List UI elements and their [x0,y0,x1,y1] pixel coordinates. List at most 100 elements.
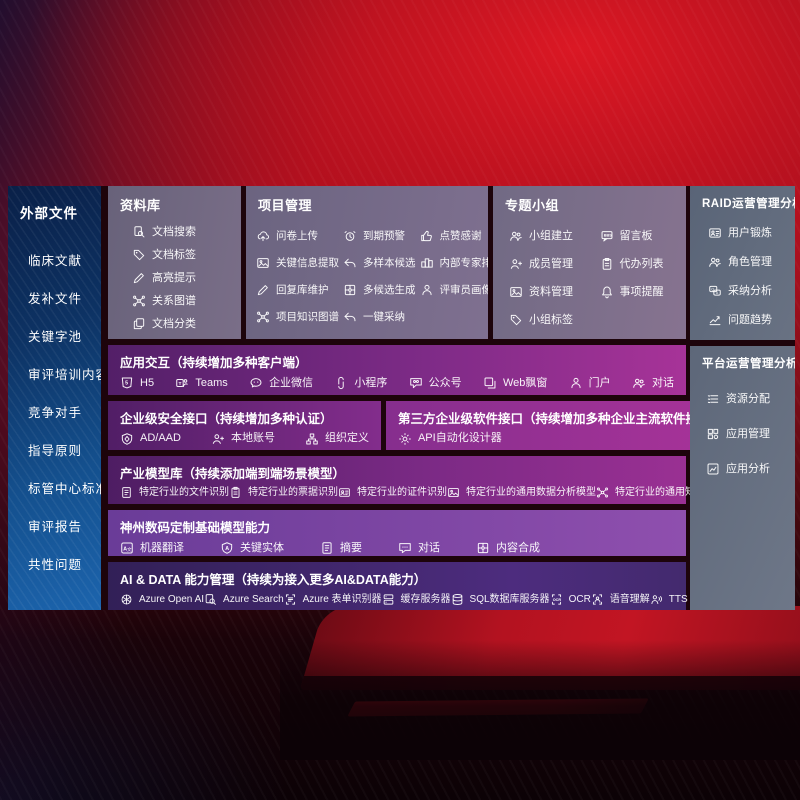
thumb-icon [420,229,434,243]
svg-text:BBS: BBS [603,234,611,238]
shield-a-icon: A [220,541,234,555]
person-icon [420,283,434,297]
item-label: 小组建立 [529,229,573,242]
item-label: 内部专家排名 [439,256,489,269]
raid-items: 用户锻炼 角色管理 Q A 采纳分析 问题趋势 [690,214,795,327]
right-column: RAID运营管理分析 用户锻炼 角色管理 Q A 采纳分析 问题趋势 平台运营管理分析 资… [690,186,795,610]
svg-text:OCR: OCR [552,598,561,602]
search-item: Azure Search [204,593,284,606]
external-files-sidebar: 外部文件 临床文献 发补文件 关键字池 审评培训内容 竞争对手 指导原则 标管中心标准 审评报… [8,186,101,610]
item-label: 项目知识图谱 [276,310,339,323]
item-label: Azure Open AI [139,593,205,605]
network-icon [596,486,609,499]
item-label: 问卷上传 [276,229,318,242]
alarm-item: 到期预警 [343,229,416,243]
svg-text:A: A [716,291,719,295]
item-label: 到期预警 [363,229,405,242]
idcard-icon [708,226,722,240]
group-items: 小组建立 BBS 留言板成员管理 代办列表资料管理 事项提醒小组标签 [493,217,686,327]
item-label: 门户 [588,376,611,389]
shield-icon [120,432,134,446]
main-column: 资料库 文档搜索 文档标签 高亮提示 关系图谱 文档分类 项目管理 问卷上传 到期预警 点赞… [108,186,745,611]
item-label: 问题趋势 [728,313,772,326]
puzzle-item: 内容合成 [476,541,540,555]
reply-item: 多样本候选 [343,256,416,270]
base-model-items: A 文机器翻译 A 关键实体 摘要 对话 内容合成 [108,536,686,559]
library-items: 文档搜索 文档标签 高亮提示 关系图谱 文档分类 [108,217,241,331]
item-label: 关键信息提取 [276,256,339,269]
doc-search-item: 文档搜索 [132,225,235,239]
person-plus-icon [509,257,523,271]
item-label: 代办列表 [619,257,664,270]
chat-dots-item: 对话 [398,541,440,555]
wechat-icon [249,376,263,390]
gear-icon [398,432,412,446]
users-icon [632,376,646,390]
openai-item: Azure Open AI [120,593,204,606]
item-label: 多候选生成 [363,283,416,296]
item-label: 文档搜索 [152,225,196,238]
item-label: 特定行业的票据识别 [248,487,338,499]
shield-item: AD/AAD [120,432,181,446]
sidebar-item: 发补文件 [28,292,83,306]
svg-text:5: 5 [125,380,128,386]
item-label: 机器翻译 [140,541,184,554]
tag-icon [509,313,523,327]
doc-item: 特定行业的文件识别 [120,486,229,499]
network-item: 关系图谱 [132,294,235,308]
item-label: 对话 [418,541,440,554]
alarm-icon [343,229,357,243]
person-plus-item: 成员管理 [509,257,596,271]
speech-icon [591,593,604,606]
row-base-model-title: 神州数码定制基础模型能力 [120,521,271,536]
item-label: API自动化设计器 [417,432,502,445]
item-label: Teams [195,376,228,389]
row-base-model: 神州数码定制基础模型能力 A 文机器翻译 A 关键实体 摘要 对话 内容合成 [108,510,686,559]
doc-item: 摘要 [320,541,362,555]
svg-text:文: 文 [127,546,132,553]
sidebar-items: 临床文献 发补文件 关键字池 审评培训内容 竞争对手 指导原则 标管中心标准 审评报告 共性问题 [8,222,101,573]
sidebar-item: 竞争对手 [28,406,83,420]
sidebar-item: 指导原则 [28,444,83,458]
users-icon [509,229,523,243]
puzzle-icon [343,283,357,297]
cloud-up-icon [256,229,270,243]
item-label: 内容合成 [496,541,540,554]
item-label: 特定行业的证件识别 [357,487,447,499]
item-label: TTS [668,593,688,605]
item-label: 事项提醒 [619,285,664,298]
person-item: 评审员画像 [420,283,488,297]
item-label: SQL数据库服务器 [469,593,550,605]
item-label: 小程序 [354,376,388,389]
row-industry-models: 产业模型库（持续添加端到端场景模型） 特定行业的文件识别 特定行业的票据识别 特定行… [108,456,745,505]
chart-box-icon [706,462,720,476]
tag-item: 小组标签 [509,313,596,327]
item-label: 摘要 [340,541,362,554]
clipboard-item: 代办列表 [600,257,682,271]
item-label: 资料管理 [529,285,573,298]
thumb-item: 点赞感谢 [420,229,489,243]
image-icon [447,486,460,499]
image-item: 资料管理 [509,285,596,299]
item-label: Azure 表单识别器 [302,593,382,605]
item-label: H5 [140,376,155,389]
org-icon [305,432,319,446]
svg-text:T: T [179,381,182,387]
image-icon [509,285,523,299]
reply-icon [343,310,357,324]
item-label: 对话 [651,376,674,389]
network-icon [132,294,146,308]
item-label: 特定行业的通用数据分析模型 [466,487,596,499]
row-security-interface: 企业级安全接口（持续增加多种认证） AD/AAD 本地账号 组织定义 [108,400,381,451]
item-label: 留言板 [619,229,653,242]
qa-chat-item: Q A 采纳分析 [708,284,791,298]
form-scan-item: Azure 表单识别器 [284,593,382,606]
chat-dots-icon [398,541,412,555]
grid-item: 应用管理 [706,427,791,441]
trend-icon [708,313,722,327]
item-label: 文档标签 [152,248,196,261]
